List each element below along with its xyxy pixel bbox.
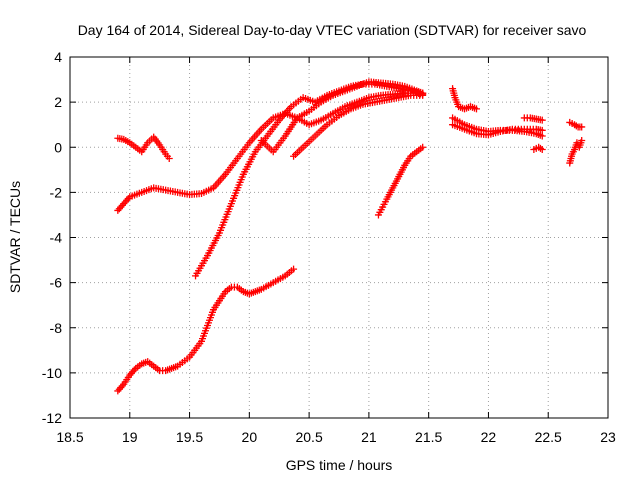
x-tick-label: 21 — [361, 429, 377, 445]
data-point — [578, 136, 586, 144]
series-arc-5 — [290, 91, 427, 160]
x-tick-label: 22.5 — [535, 429, 562, 445]
y-tick-label: -8 — [50, 320, 63, 336]
data-point — [419, 91, 427, 99]
axis-ticks: 18.5 19 19.5 20 20.5 21 21.5 22 22.5 23-12-10-8-6… — [42, 49, 616, 445]
data-point — [538, 116, 546, 124]
x-tick-label: 23 — [600, 429, 616, 445]
data-point — [538, 146, 546, 154]
grid-lines — [70, 57, 608, 418]
chart-title: Day 164 of 2014, Sidereal Day-to-day VTE… — [78, 22, 587, 38]
y-tick-label: 0 — [54, 139, 62, 155]
series-arc-12 — [530, 143, 546, 154]
y-tick-label: -4 — [50, 230, 63, 246]
y-tick-label: -2 — [50, 184, 63, 200]
series-arc-14 — [566, 136, 586, 167]
series-arc-6 — [114, 265, 298, 395]
series-arc-10 — [449, 121, 546, 139]
data-point — [419, 143, 427, 151]
x-tick-label: 20 — [242, 429, 258, 445]
data-point — [536, 144, 544, 152]
series-arc-8 — [449, 85, 480, 113]
series-arc-4 — [257, 89, 427, 156]
y-tick-label: -12 — [42, 410, 62, 426]
data-point — [538, 126, 546, 134]
y-tick-label: -10 — [42, 365, 62, 381]
x-tick-label: 20.5 — [295, 429, 322, 445]
series-arc-13 — [566, 118, 586, 131]
y-tick-label: -6 — [50, 275, 63, 291]
x-axis-label: GPS time / hours — [286, 457, 393, 473]
x-tick-label: 19.5 — [176, 429, 203, 445]
series-arc-3 — [192, 80, 427, 280]
x-tick-label: 22 — [481, 429, 497, 445]
x-tick-label: 19 — [122, 429, 138, 445]
data-point — [472, 105, 480, 113]
y-tick-label: 2 — [54, 94, 62, 110]
data-point — [290, 265, 298, 273]
y-tick-label: 4 — [54, 49, 62, 65]
series-arc-11 — [520, 114, 546, 124]
y-axis-label: SDTVAR / TECUs — [7, 181, 23, 293]
x-tick-label: 18.5 — [56, 429, 83, 445]
data-point — [578, 123, 586, 131]
series-arc-1 — [114, 133, 173, 163]
data-points — [114, 78, 586, 395]
data-point — [165, 155, 173, 163]
x-tick-label: 21.5 — [415, 429, 442, 445]
series-arc-2 — [114, 78, 427, 214]
series-arc-7 — [374, 143, 427, 219]
